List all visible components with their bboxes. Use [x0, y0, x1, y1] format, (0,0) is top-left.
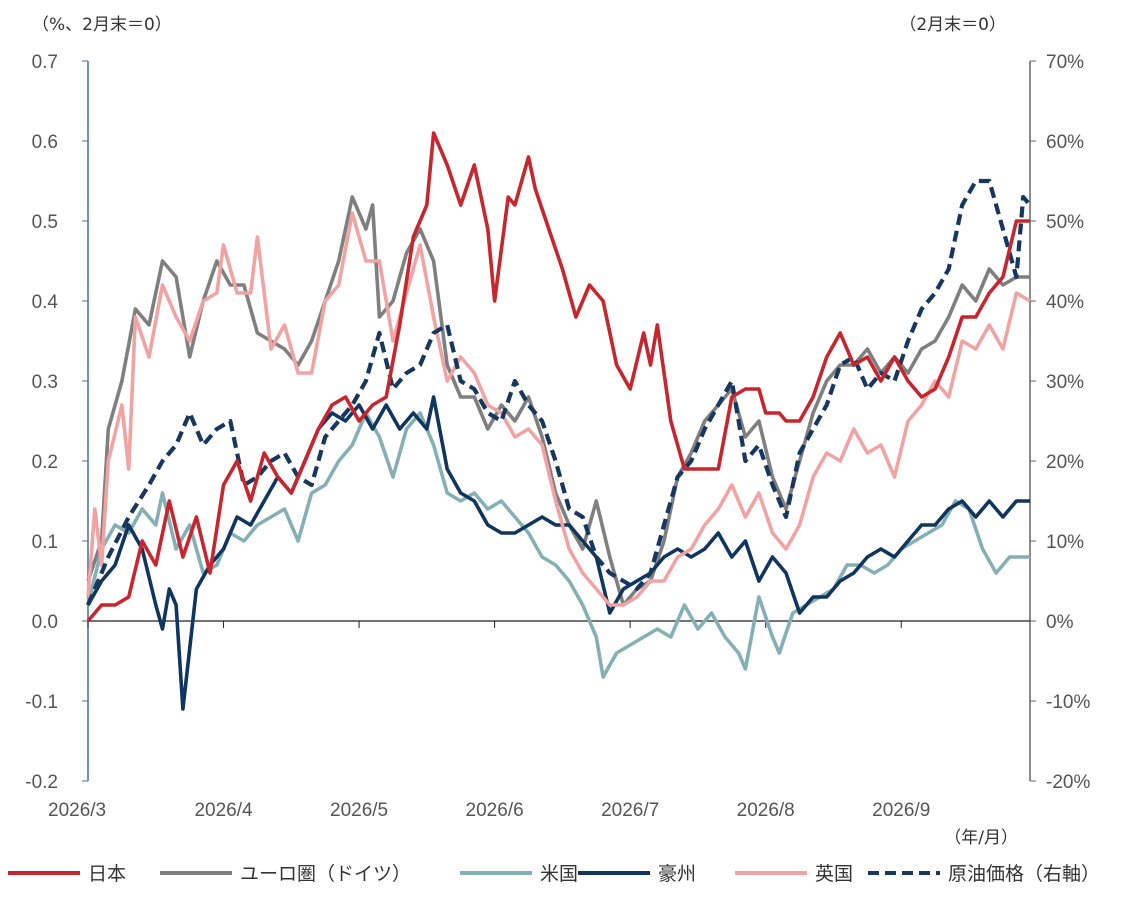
- x-tick-label: 2026/7: [601, 800, 659, 821]
- left-axis-unit-label: （%、2月末＝0）: [32, 15, 172, 35]
- left-tick-label: 0.0: [32, 612, 58, 633]
- right-tick-label: -10%: [1046, 692, 1090, 713]
- left-tick-label: 0.3: [32, 372, 58, 393]
- left-tick-label: -0.2: [25, 772, 58, 793]
- legend-label: 英国: [815, 863, 853, 885]
- legend-label: 豪州: [658, 863, 696, 885]
- left-tick-label: -0.1: [25, 692, 58, 713]
- x-tick-label: 2026/3: [48, 800, 106, 821]
- series-line: [86, 195, 1030, 607]
- right-tick-label: 70%: [1046, 52, 1084, 73]
- x-tick-label: 2026/6: [466, 800, 524, 821]
- series-line: [86, 131, 1030, 623]
- right-tick-label: 0%: [1046, 612, 1074, 633]
- legend-label: 米国: [540, 863, 578, 885]
- right-tick-label: 20%: [1046, 452, 1084, 473]
- series-layer: [86, 131, 1032, 711]
- axes: -0.2 -0.1 0.0 0.1 0.2 0.3 0.4 0.5 0.6 0.7 -20% -10%…: [25, 52, 1090, 821]
- x-tick-label: 2026/5: [330, 800, 388, 821]
- left-tick-label: 0.7: [32, 52, 58, 73]
- series-line: [86, 411, 1030, 679]
- right-tick-label: 50%: [1046, 212, 1084, 233]
- right-tick-label: -20%: [1046, 772, 1090, 793]
- x-tick-label: 2026/9: [872, 800, 930, 821]
- series-line: [86, 178, 1032, 606]
- legend: 日本 ユーロ圏（ドイツ） 米国 豪州 英国 原油価格（右軸）: [8, 863, 1100, 885]
- right-tick-label: 30%: [1046, 372, 1084, 393]
- legend-label: 原油価格（右軸）: [948, 863, 1100, 885]
- legend-label: ユーロ圏（ドイツ）: [240, 863, 411, 885]
- legend-label: 日本: [88, 863, 126, 885]
- right-axis-unit-label: （2月末＝0）: [899, 15, 1006, 35]
- left-tick-label: 0.2: [32, 452, 58, 473]
- left-tick-label: 0.4: [32, 292, 59, 313]
- x-axis-unit-label: （年/月）: [944, 828, 1018, 848]
- right-tick-label: 10%: [1046, 532, 1084, 553]
- series-line: [86, 211, 1031, 607]
- left-tick-label: 0.5: [32, 212, 58, 233]
- right-tick-label: 40%: [1046, 292, 1084, 313]
- left-tick-label: 0.1: [32, 532, 58, 553]
- right-tick-label: 60%: [1046, 132, 1084, 153]
- x-tick-label: 2026/4: [194, 800, 253, 821]
- x-tick-label: 2026/8: [737, 800, 795, 821]
- series-line: [86, 395, 1030, 711]
- left-tick-label: 0.6: [32, 132, 58, 153]
